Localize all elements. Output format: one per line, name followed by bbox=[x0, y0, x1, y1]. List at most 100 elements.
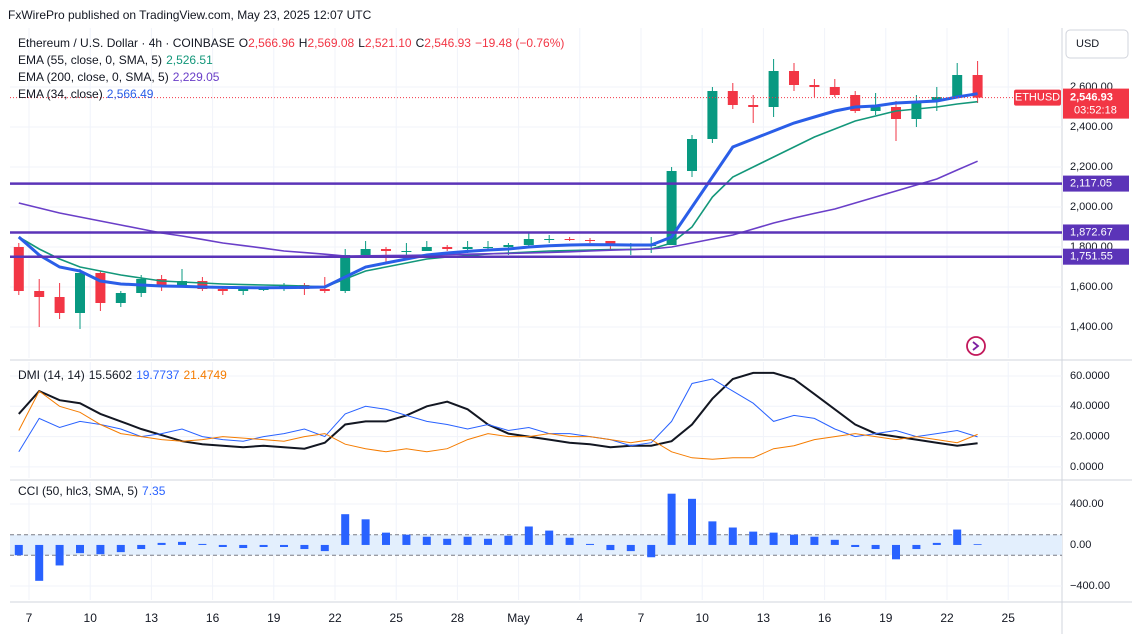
cci-bar bbox=[96, 544, 105, 555]
x-tick-label: 25 bbox=[390, 611, 404, 625]
legend-value: 15.5602 bbox=[88, 368, 133, 382]
candle-body bbox=[891, 107, 901, 119]
x-tick-label: 13 bbox=[145, 611, 159, 625]
cci-bar bbox=[790, 534, 798, 545]
candle-body bbox=[503, 245, 514, 247]
cci-bar bbox=[300, 544, 309, 550]
candle-body bbox=[360, 249, 371, 255]
candle-body bbox=[585, 240, 595, 241]
cci-bar bbox=[443, 538, 452, 545]
legend-value: 21.4749 bbox=[183, 368, 227, 382]
candle-body bbox=[238, 289, 249, 291]
cci-bar bbox=[749, 531, 758, 545]
publisher-note: FxWirePro published on TradingView.com, … bbox=[8, 8, 372, 22]
ohlc-key: O bbox=[238, 36, 249, 50]
dmi-legend: DMI (14, 14) 15.5602 19.7737 21.4749 bbox=[18, 367, 231, 384]
candle-body bbox=[829, 87, 840, 95]
legend-name: EMA (55, close, 0, SMA, 5) bbox=[18, 53, 163, 67]
tradingview-icon bbox=[966, 336, 986, 356]
x-tick-label: 22 bbox=[940, 611, 954, 625]
x-tick-label: 7 bbox=[26, 611, 33, 625]
level-label: 2,117.05 bbox=[1070, 177, 1112, 189]
x-tick-label: 7 bbox=[638, 611, 645, 625]
y-tick-label: −400.00 bbox=[1070, 580, 1110, 592]
indicator-line bbox=[18, 378, 978, 453]
candle-body bbox=[748, 105, 759, 107]
cci-bar bbox=[463, 536, 472, 545]
legend-name: EMA (34, close) bbox=[18, 87, 103, 101]
cci-bar bbox=[35, 544, 44, 581]
candle-body bbox=[523, 239, 534, 245]
last-price-box bbox=[1063, 88, 1129, 119]
symbol-label: ETHUSD bbox=[1015, 92, 1060, 104]
legend-value: 7.35 bbox=[142, 484, 166, 498]
x-tick-label: 13 bbox=[757, 611, 771, 625]
cci-bar bbox=[484, 538, 492, 545]
cci-bar bbox=[953, 529, 962, 545]
candle-body bbox=[462, 247, 473, 249]
candle-body bbox=[850, 95, 861, 111]
candle-body bbox=[707, 91, 718, 139]
y-tick-label: 1,400.00 bbox=[1070, 321, 1113, 333]
candle-body bbox=[666, 171, 677, 245]
level-label-box bbox=[1063, 224, 1129, 241]
ohlc-value: 2,566.96 bbox=[248, 36, 295, 50]
x-tick-label: 4 bbox=[576, 611, 583, 625]
candle-body bbox=[544, 239, 555, 240]
cci-bar bbox=[688, 498, 696, 545]
cci-bar bbox=[402, 534, 411, 545]
cci-bar bbox=[218, 544, 227, 547]
candle-body bbox=[931, 97, 942, 101]
cci-bar bbox=[912, 544, 921, 550]
legend-name: DMI (14, 14) bbox=[18, 368, 85, 382]
level-label-box bbox=[1063, 248, 1129, 265]
cci-bar bbox=[341, 514, 350, 545]
cci-bar bbox=[545, 530, 554, 545]
cci-bar bbox=[586, 543, 594, 545]
x-tick-label: 19 bbox=[879, 611, 893, 625]
cci-bar bbox=[728, 527, 737, 545]
cci-bar bbox=[524, 526, 533, 545]
cci-legend: CCI (50, hlc3, SMA, 5) 7.35 bbox=[18, 483, 169, 500]
cci-bar bbox=[55, 544, 64, 566]
cci-bar bbox=[280, 544, 288, 547]
candle-body bbox=[809, 85, 820, 87]
cci-bar bbox=[361, 519, 370, 545]
legend-row: EMA (34, close) 2,566.49 bbox=[18, 86, 568, 103]
main-legend: Ethereum / U.S. Dollar · 4h · COINBASE O2… bbox=[18, 35, 568, 103]
candle-body bbox=[870, 107, 881, 111]
plot-background bbox=[10, 28, 1062, 602]
ema-line bbox=[18, 160, 978, 257]
candle-body bbox=[34, 291, 45, 297]
candle-body bbox=[54, 297, 65, 313]
cci-bar bbox=[892, 544, 900, 560]
legend-value: 2,566.49 bbox=[106, 87, 154, 101]
cci-bar bbox=[606, 544, 615, 551]
level-label-box bbox=[1063, 175, 1129, 192]
cci-bar bbox=[178, 541, 186, 545]
cci-band bbox=[10, 534, 1062, 556]
candle-body bbox=[95, 273, 106, 303]
currency-box[interactable] bbox=[1065, 29, 1129, 59]
candle-body bbox=[483, 247, 493, 248]
candle-body bbox=[952, 75, 963, 97]
x-tick-label: 25 bbox=[1002, 611, 1016, 625]
x-tick-label: 16 bbox=[818, 611, 832, 625]
x-tick-label: 22 bbox=[328, 611, 342, 625]
candle-body bbox=[75, 273, 85, 313]
cci-bar bbox=[320, 544, 329, 552]
legend-value: 2,526.51 bbox=[166, 53, 213, 67]
cci-bar bbox=[76, 544, 84, 554]
cci-bar bbox=[565, 537, 574, 545]
y-tick-label: 2,400.00 bbox=[1070, 121, 1113, 133]
cci-bar bbox=[810, 536, 819, 545]
cci-bar bbox=[851, 544, 860, 547]
candle-body bbox=[197, 281, 208, 289]
candle-body bbox=[687, 139, 697, 171]
cci-bar bbox=[973, 544, 982, 545]
change-value: −19.48 (−0.76%) bbox=[474, 36, 565, 50]
ohlc-key: L bbox=[358, 36, 365, 50]
